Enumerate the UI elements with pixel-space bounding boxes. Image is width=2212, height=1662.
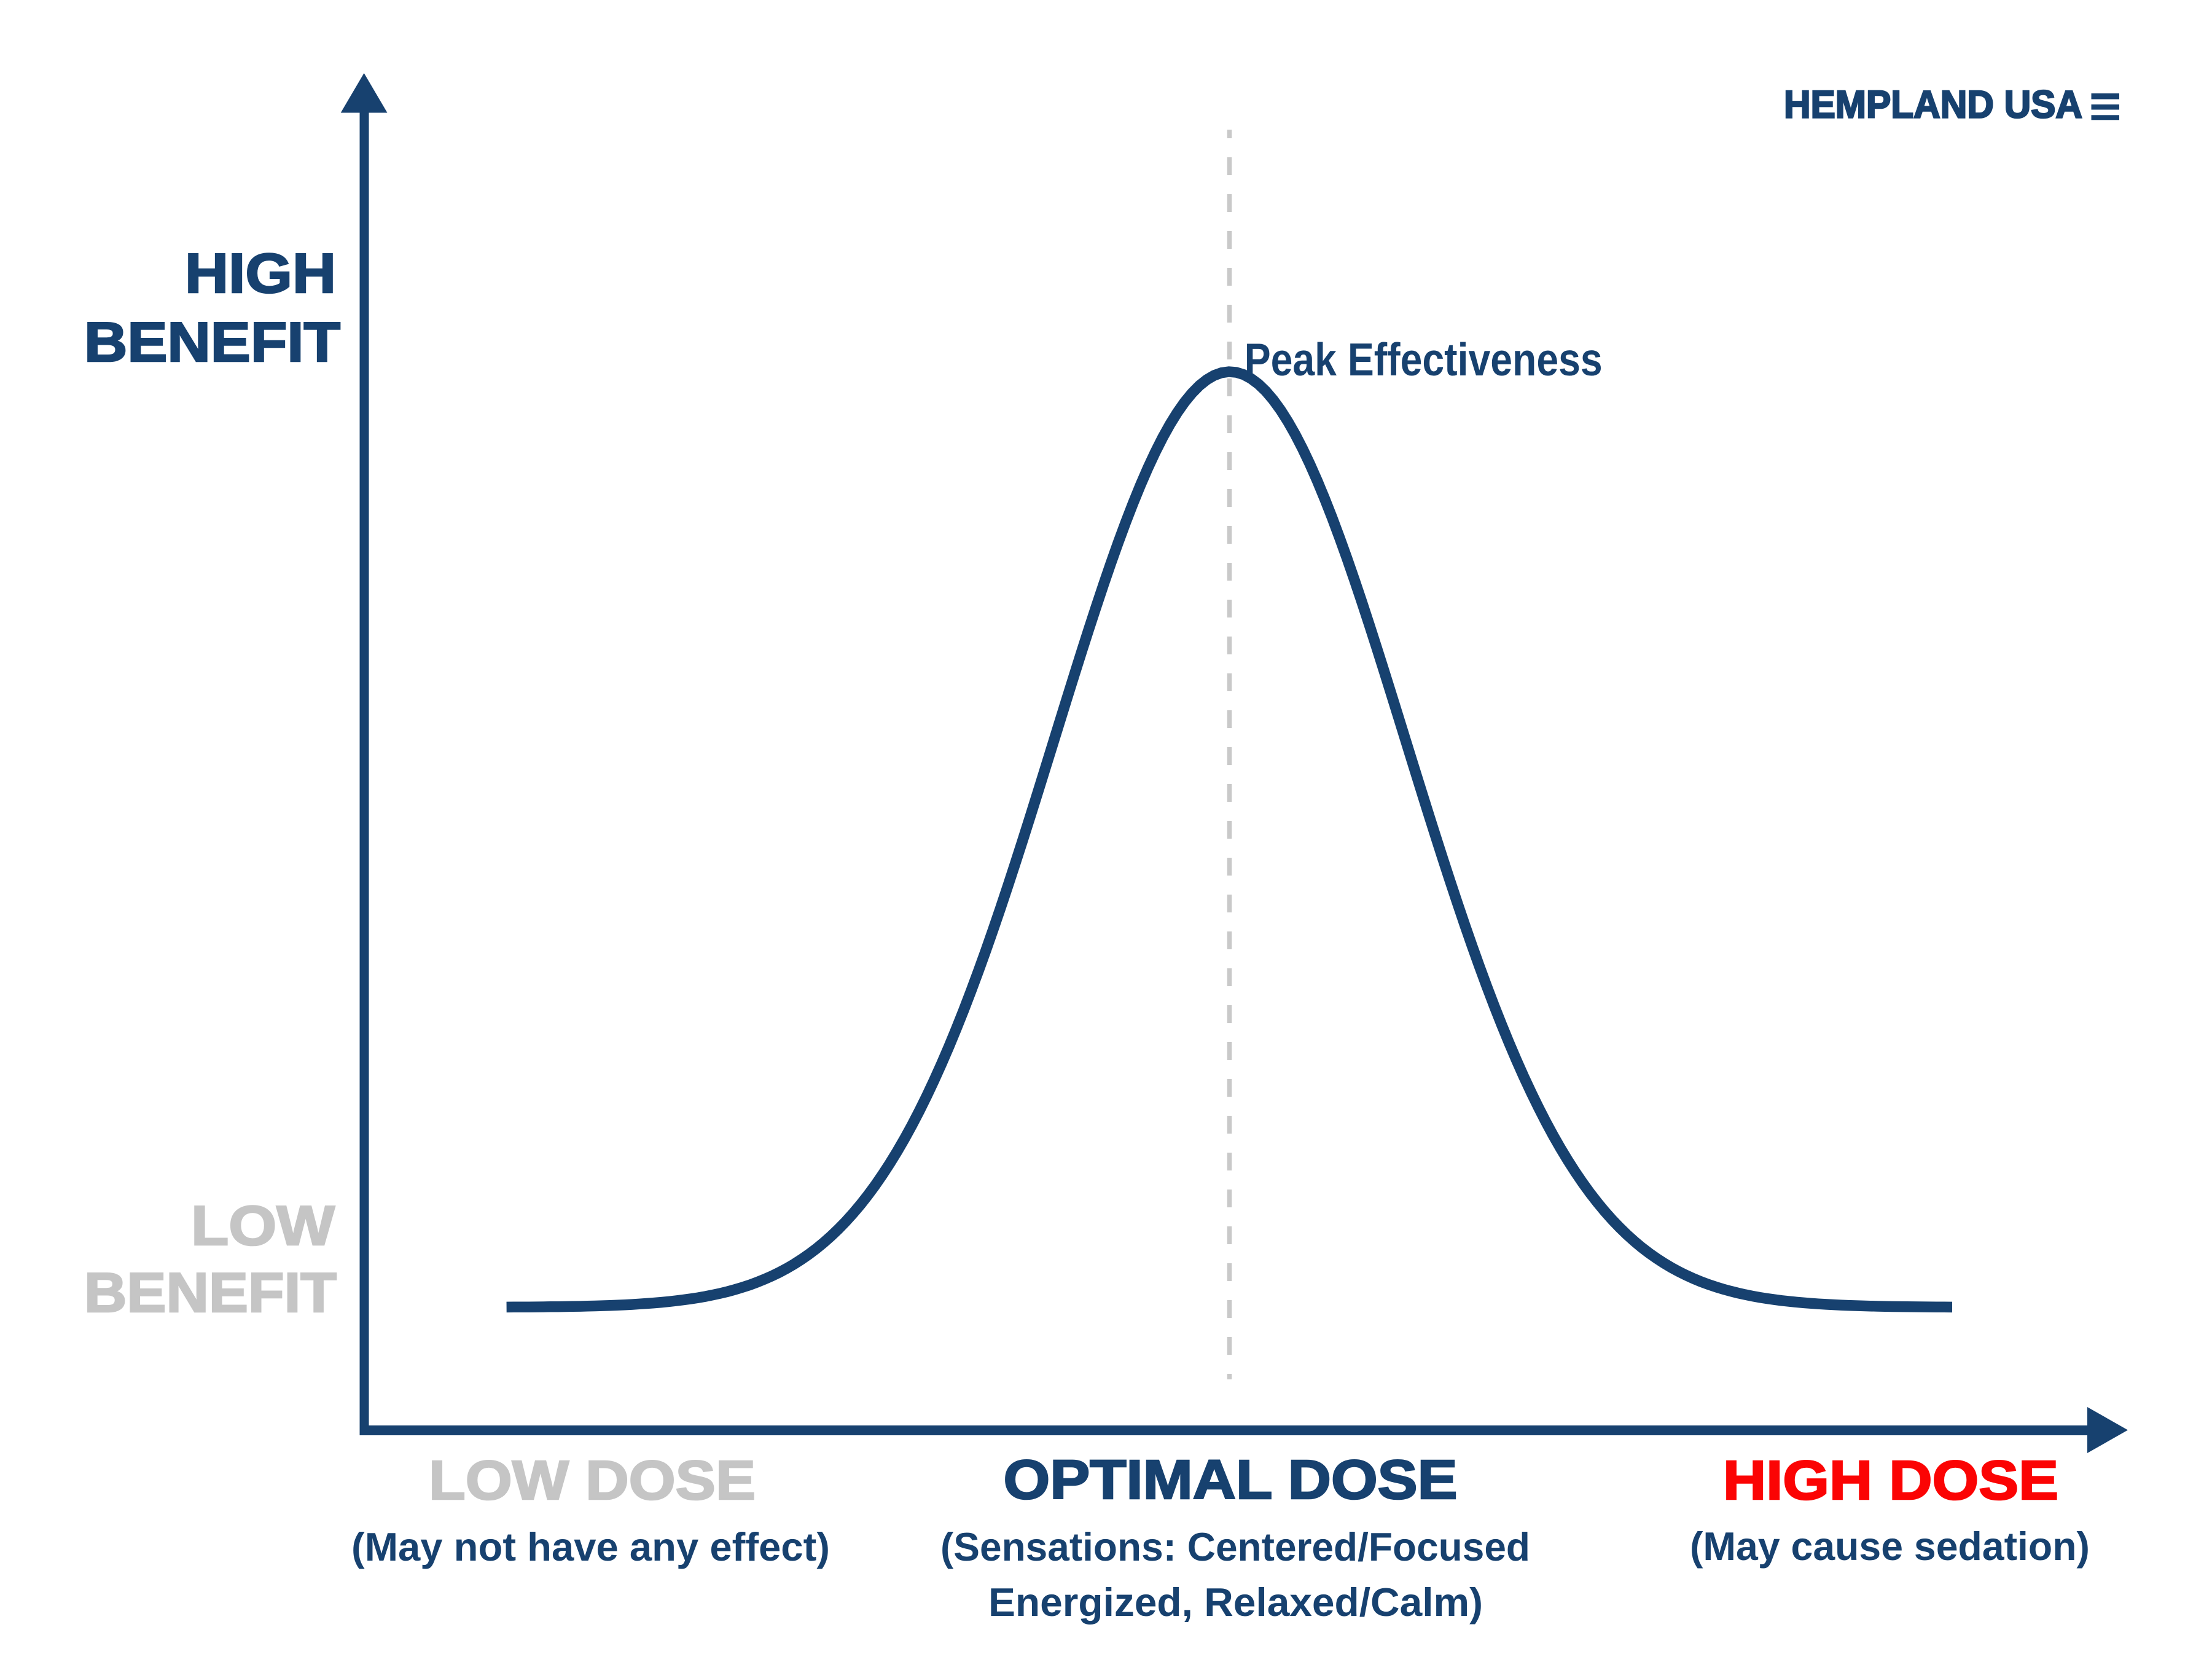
svg-text:LOW: LOW	[191, 1195, 335, 1257]
svg-text:(May cause sedation): (May cause sedation)	[1690, 1524, 2090, 1569]
svg-text:BENEFIT: BENEFIT	[84, 1262, 337, 1324]
svg-text:HIGH DOSE: HIGH DOSE	[1723, 1450, 2058, 1511]
svg-text:(May not have any effect): (May not have any effect)	[351, 1524, 830, 1569]
svg-text:HEMPLAND USA: HEMPLAND USA	[1784, 84, 2082, 127]
svg-text:Energized, Relaxed/Calm): Energized, Relaxed/Calm)	[988, 1580, 1483, 1625]
svg-text:Peak Effectiveness: Peak Effectiveness	[1245, 334, 1603, 385]
svg-text:LOW DOSE: LOW DOSE	[429, 1450, 756, 1511]
svg-text:OPTIMAL DOSE: OPTIMAL DOSE	[1004, 1449, 1458, 1511]
svg-text:(Sensations: Centered/Focused: (Sensations: Centered/Focused	[940, 1524, 1530, 1569]
svg-text:HIGH: HIGH	[185, 243, 336, 305]
svg-text:BENEFIT: BENEFIT	[84, 312, 340, 374]
